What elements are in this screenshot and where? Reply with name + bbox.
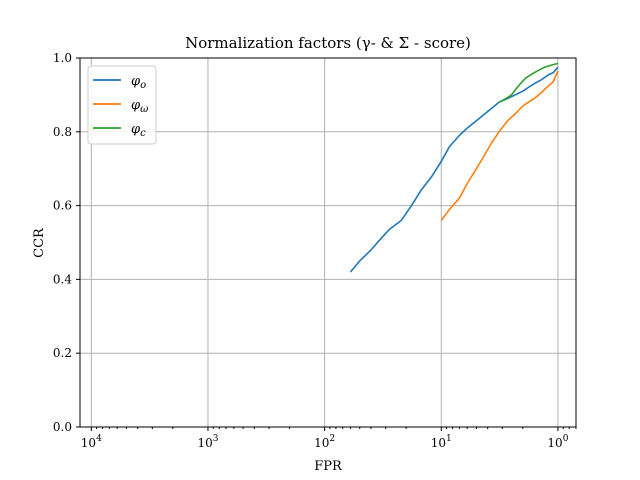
series-lines <box>349 62 559 273</box>
legend-entry-label: φc <box>131 122 146 139</box>
series-line-ω <box>440 70 559 221</box>
legend-entry-label: φω <box>131 98 148 115</box>
y-tick-label: 0.8 <box>53 125 72 139</box>
y-axis-label: CCR <box>32 227 47 258</box>
y-tick-label: 0.2 <box>53 346 72 360</box>
y-tick-label: 0.4 <box>53 272 72 286</box>
chart-title: Normalization factors (γ- & Σ - score) <box>185 34 471 52</box>
y-tick-label: 0.0 <box>53 420 72 434</box>
x-tick-label: 102 <box>314 434 335 450</box>
y-tick-label: 0.6 <box>53 199 72 213</box>
y-tick-label: 1.0 <box>53 51 72 65</box>
x-tick-label: 104 <box>81 434 102 450</box>
series-line-c <box>498 62 559 104</box>
legend: φo φω φc <box>87 65 157 145</box>
series-line-o <box>349 66 559 273</box>
legend-entry-label: φo <box>131 74 146 91</box>
x-tick-label: 103 <box>197 434 218 450</box>
legend-box <box>87 65 157 145</box>
x-tick-label: 101 <box>431 434 452 450</box>
axis-ticks: 104 103 102 101 100 0.0 0.2 0.4 0.6 0.8 1.0 <box>53 51 577 450</box>
x-tick-label: 100 <box>547 434 568 450</box>
plot-frame <box>79 57 577 428</box>
x-axis-label: FPR <box>314 459 343 474</box>
